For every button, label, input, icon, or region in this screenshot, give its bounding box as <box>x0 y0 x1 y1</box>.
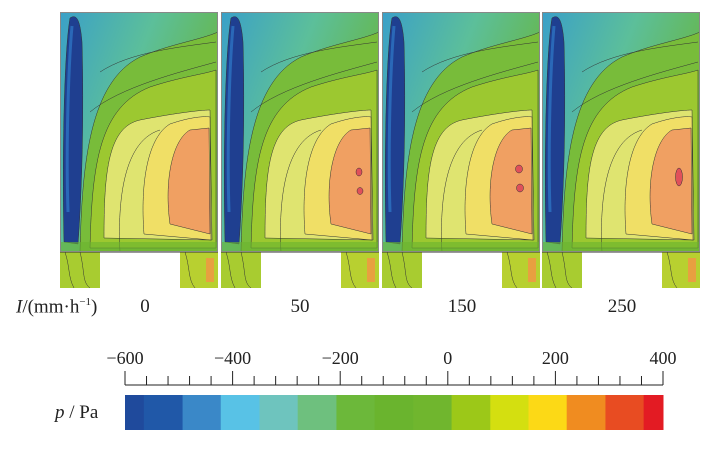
contour-orange <box>489 127 533 235</box>
colorbar-tick-label: 0 <box>443 348 452 368</box>
rainfall-intensity-axis-label: I/(mm·h−1) <box>16 296 97 318</box>
soil-strip-left <box>382 252 422 288</box>
high-pressure-spot <box>355 167 363 177</box>
contour-orange <box>328 127 372 235</box>
panel-label-250: 250 <box>607 296 637 317</box>
colorbar-segment <box>336 395 376 430</box>
colorbar-segment <box>143 395 184 430</box>
contour-panel-150 <box>382 12 541 289</box>
colorbar: −600 −400 −200 0 200 400 <box>106 348 677 430</box>
contour-orange <box>167 127 211 235</box>
colorbar-segment <box>528 395 568 430</box>
high-pressure-spot <box>356 187 364 195</box>
soil-strip-left <box>60 252 100 288</box>
axis-unit: /(mm·h <box>22 296 80 318</box>
colorbar-unit: / Pa <box>64 402 99 423</box>
axis-var: I <box>16 296 23 318</box>
contour-panel-0 <box>60 12 219 289</box>
colorbar-segment <box>566 395 606 430</box>
colorbar-tick-label: −400 <box>214 348 251 368</box>
contour-panel-250 <box>542 12 701 289</box>
colorbar-tick-label: 400 <box>650 348 677 368</box>
colorbar-label: p / Pa <box>55 402 98 424</box>
colorbar-tick-label: −600 <box>106 348 143 368</box>
colorbar-segment <box>490 395 529 430</box>
colorbar-segment <box>643 395 664 430</box>
panel-label-0: 0 <box>140 296 150 317</box>
panel-label-150: 150 <box>447 296 477 317</box>
high-pressure-spot <box>515 164 523 174</box>
colorbar-segment <box>374 395 414 430</box>
contour-orange <box>649 127 693 235</box>
soil-strip-left <box>221 252 261 288</box>
colorbar-tick-label: 200 <box>542 348 569 368</box>
contour-panel-50 <box>221 12 380 289</box>
colorbar-segment <box>259 395 299 430</box>
axis-unit-close: ) <box>91 296 98 318</box>
colorbar-var: p <box>55 402 65 423</box>
colorbar-segment <box>413 395 453 430</box>
colorbar-segment <box>297 395 337 430</box>
colorbar-segment <box>125 395 145 430</box>
soil-strip-left <box>542 252 582 288</box>
high-pressure-spot <box>675 167 683 187</box>
axis-unit-exponent: −1 <box>79 296 92 308</box>
colorbar-segment <box>182 395 222 430</box>
colorbar-segment <box>451 395 491 430</box>
colorbar-segment <box>220 395 260 430</box>
colorbar-tick-label: −200 <box>322 348 359 368</box>
panel-label-50: 50 <box>290 296 310 317</box>
colorbar-segment <box>605 395 645 430</box>
high-pressure-spot <box>516 183 524 193</box>
